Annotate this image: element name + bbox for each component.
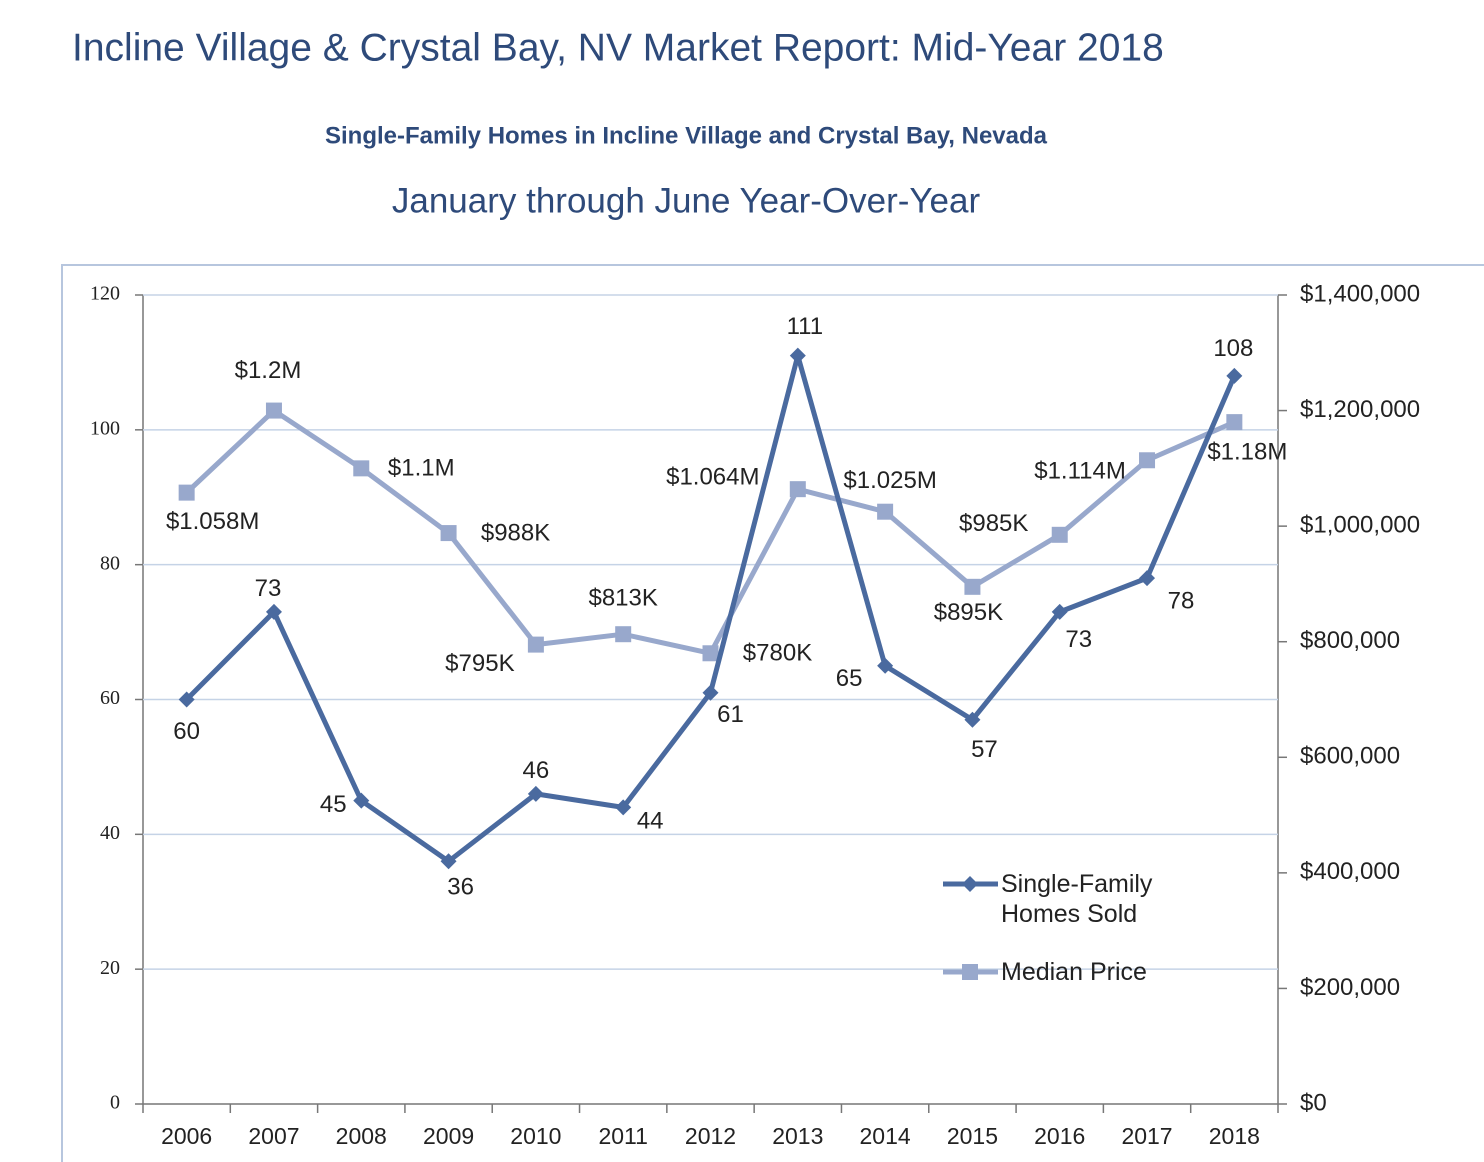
legend-marker [962,876,978,892]
data-label: $780K [743,640,812,667]
marker [265,402,282,419]
data-label: $985K [959,510,1028,537]
legend-label: Median Price [1001,958,1147,986]
data-label: $813K [588,585,657,612]
data-label: $1.114M [1034,458,1126,485]
data-label: 60 [173,718,200,745]
chart-subtitle: January through June Year-Over-Year [392,181,981,220]
marker [1226,367,1243,384]
marker [353,792,370,809]
marker [877,503,894,520]
y-tick-label: 0 [110,1092,120,1114]
y2-tick-label: $0 [1300,1089,1327,1116]
y2-tick-label: $1,000,000 [1300,511,1420,538]
y2-tick-label: $200,000 [1300,974,1400,1001]
x-tick-label: 2017 [1121,1123,1172,1149]
marker [964,711,981,728]
x-tick-label: 2016 [1034,1123,1085,1149]
marker [1226,414,1243,431]
data-label: 36 [447,874,474,901]
x-tick-label: 2013 [772,1123,823,1149]
x-tick-label: 2006 [161,1123,212,1149]
data-label: 57 [971,736,998,763]
x-tick-label: 2018 [1209,1123,1260,1149]
chart-frame [61,264,1484,1162]
marker [702,684,719,701]
data-label: 111 [787,313,823,340]
data-label: $1.1M [388,455,455,482]
x-tick-label: 2009 [423,1123,474,1149]
x-tick-label: 2010 [510,1123,561,1149]
x-tick-label: 2015 [947,1123,998,1149]
data-label: $795K [445,650,514,677]
data-label: $1.064M [666,464,759,491]
data-label: 108 [1213,335,1253,362]
page-title: Incline Village & Crystal Bay, NV Market… [72,26,1164,69]
data-label: $1.2M [235,357,302,384]
marker [615,799,632,816]
marker [789,481,806,498]
marker [964,578,981,595]
data-label: 46 [523,757,550,784]
y2-tick-label: $1,400,000 [1300,280,1420,307]
y2-tick-label: $400,000 [1300,858,1400,885]
x-tick-label: 2014 [860,1123,911,1149]
x-tick-label: 2008 [336,1123,387,1149]
data-label: 61 [717,701,744,728]
legend-marker [962,964,978,980]
x-tick-label: 2012 [685,1123,736,1149]
y-tick-label: 100 [90,417,120,439]
y-tick-label: 80 [100,552,120,574]
marker [440,853,457,870]
y2-tick-label: $600,000 [1300,743,1400,770]
x-tick-label: 2011 [598,1123,647,1149]
marker [1051,526,1068,543]
marker [178,484,195,501]
data-label: $1.058M [166,508,259,535]
marker [1051,603,1068,620]
data-label: $1.18M [1207,438,1287,465]
data-label: $1.025M [843,467,936,494]
data-label: 45 [320,791,347,818]
data-label: 65 [836,665,863,692]
data-label: 78 [1168,587,1195,614]
marker [265,603,282,620]
marker [789,347,806,364]
y-tick-label: 20 [100,957,120,979]
y2-tick-label: $1,200,000 [1300,396,1420,423]
marker [702,645,719,662]
series-line [184,353,1237,864]
marker [877,657,894,674]
y-tick-label: 60 [100,687,120,709]
chart-title: Single-Family Homes in Incline Village a… [325,122,1048,149]
y-tick-label: 120 [90,283,120,305]
marker [440,525,457,542]
marker [615,626,632,643]
x-tick-label: 2007 [248,1123,299,1149]
marker [1139,570,1156,587]
y2-tick-label: $800,000 [1300,627,1400,654]
marker [1139,452,1156,469]
series-line [184,408,1236,656]
data-label: 73 [255,575,282,602]
marker [353,460,370,477]
data-label: 73 [1065,626,1092,653]
data-label: 44 [637,808,664,835]
marker [178,691,195,708]
data-label: $988K [481,519,550,546]
marker [527,785,544,802]
data-label: $895K [934,599,1003,626]
y-tick-label: 40 [100,822,120,844]
legend-label: Single-Family Homes Sold [1001,870,1153,928]
marker [527,636,544,653]
